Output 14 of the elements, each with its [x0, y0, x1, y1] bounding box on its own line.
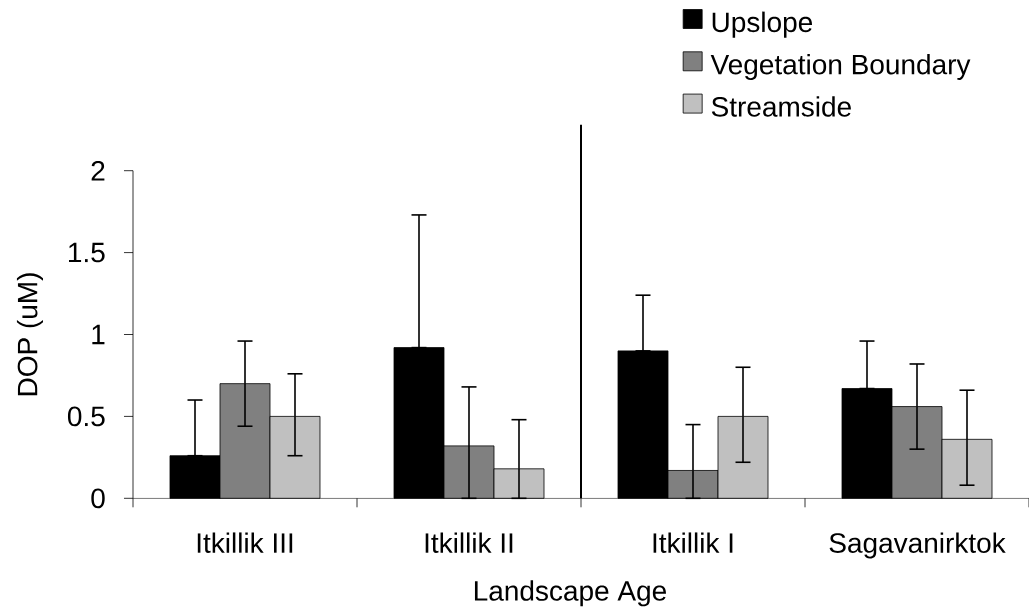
y-axis-title: DOP (uM) — [16, 273, 43, 396]
y-tick-label: 0.5 — [67, 406, 105, 427]
legend-label: Upslope — [712, 11, 813, 38]
y-tick-label: 0 — [91, 488, 105, 509]
x-axis-title: Landscape Age — [474, 580, 666, 607]
x-tick-label: Itkillik I — [653, 532, 733, 553]
x-tick-label: Sagavanirktok — [829, 532, 1006, 559]
legend-label: Vegetation Boundary — [710, 53, 971, 80]
x-tick-label: Itkillik II — [425, 532, 513, 553]
x-tick-label: Itkillik III — [197, 532, 293, 553]
y-tick-label: 1 — [92, 324, 105, 345]
y-tick-label: 2 — [91, 160, 105, 181]
legend-label: Streamside — [711, 96, 851, 117]
y-tick-label: 1.5 — [69, 242, 105, 263]
